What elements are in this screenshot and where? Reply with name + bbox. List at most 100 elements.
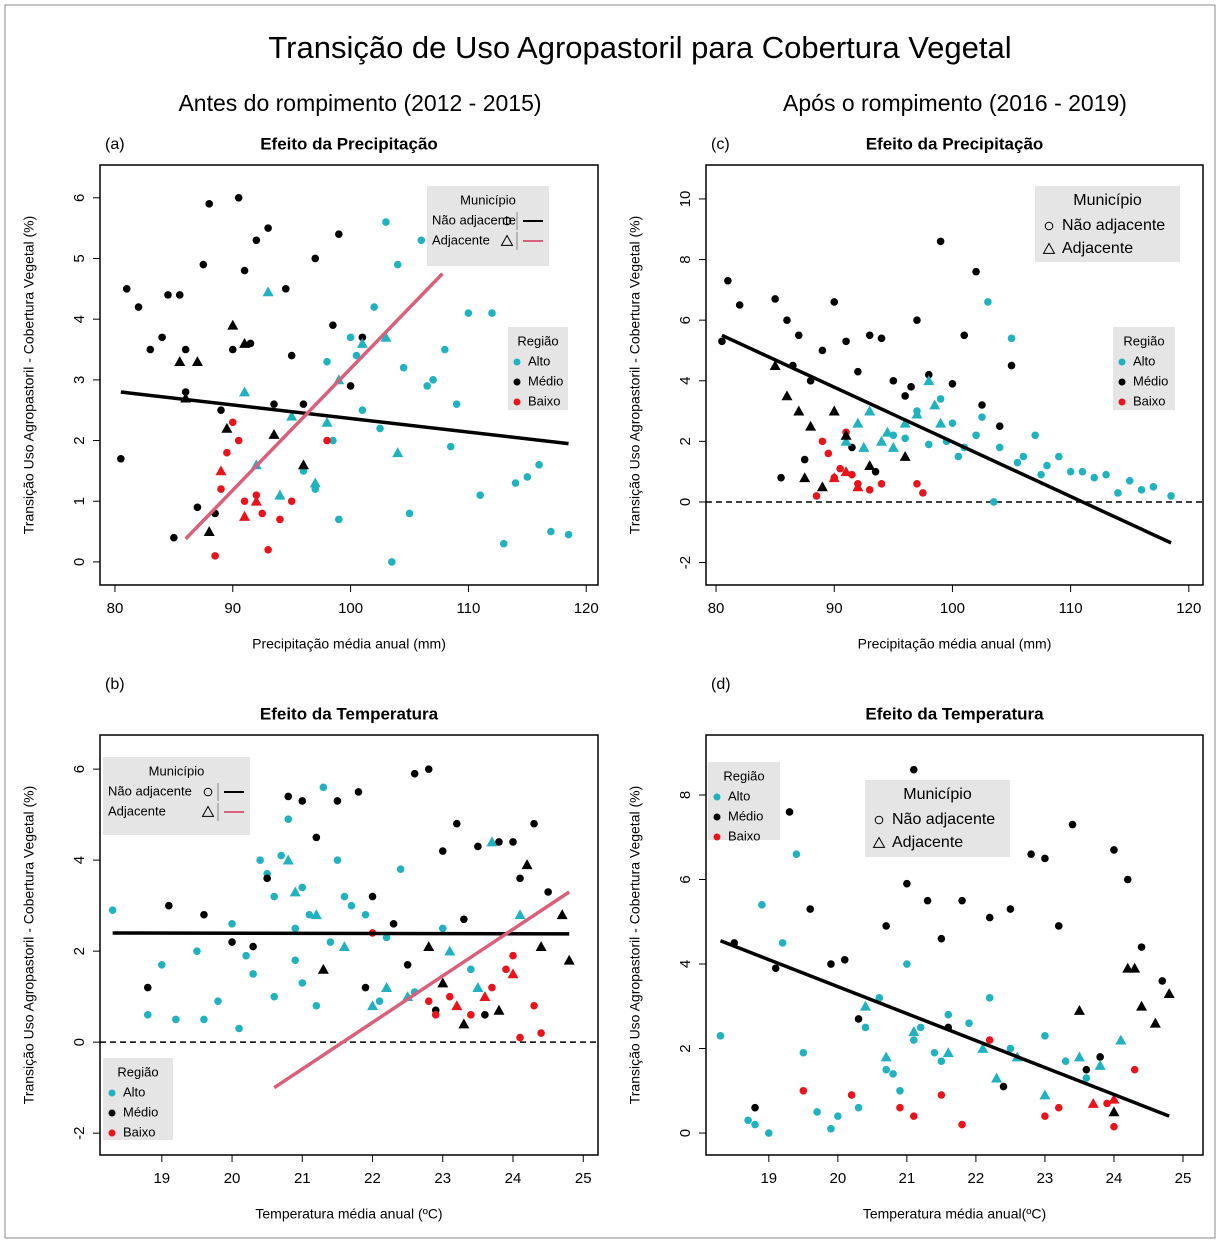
- y-axis-label: Transição Uso Agropastoril - Cobertura V…: [627, 216, 643, 535]
- point: [1007, 361, 1016, 370]
- point: [972, 267, 980, 276]
- point: [1130, 1065, 1139, 1074]
- point: [937, 1057, 946, 1065]
- point: [948, 419, 957, 427]
- point: [193, 947, 201, 955]
- point: [472, 982, 484, 992]
- point: [117, 454, 125, 463]
- point: [319, 783, 328, 792]
- point: [467, 965, 475, 974]
- x-tick-label: 19: [760, 1170, 777, 1187]
- point: [799, 1048, 808, 1057]
- subtitle: Antes do rompimento (2012 - 2015): [178, 90, 541, 116]
- x-tick-label: 20: [224, 1170, 241, 1187]
- legend-label: Não adjacente: [1062, 217, 1165, 234]
- legend-label: Alto: [728, 788, 750, 803]
- point: [887, 441, 899, 452]
- point: [158, 960, 166, 969]
- point: [258, 509, 267, 518]
- point: [1041, 1032, 1049, 1040]
- point: [985, 994, 994, 1002]
- y-tick-label: 4: [677, 377, 694, 385]
- point: [978, 413, 986, 421]
- point: [1055, 452, 1063, 461]
- point: [1149, 1017, 1161, 1028]
- legend-marker: [513, 378, 521, 386]
- point: [899, 451, 911, 461]
- point: [865, 331, 874, 340]
- y-tick-label: 2: [677, 1044, 694, 1052]
- point: [989, 498, 998, 506]
- legend-box: [103, 1058, 173, 1140]
- y-axis-label: Transição Uso Agropastoril - Cobertura V…: [627, 786, 643, 1105]
- point: [393, 260, 402, 269]
- point: [234, 193, 243, 202]
- point: [287, 497, 296, 506]
- point: [781, 390, 793, 401]
- subtitle: Após o rompimento (2016 - 2019): [783, 90, 1127, 116]
- point: [735, 301, 744, 309]
- point: [812, 492, 821, 500]
- legend-label: Alto: [123, 1084, 145, 1099]
- point: [276, 515, 284, 524]
- point: [329, 321, 337, 330]
- y-tick-label: 6: [677, 316, 694, 324]
- point: [174, 356, 186, 367]
- legend-label: Baixo: [123, 1124, 156, 1139]
- x-tick-label: 100: [940, 600, 965, 617]
- point: [805, 420, 817, 431]
- point: [270, 892, 278, 901]
- point: [765, 1129, 773, 1137]
- point: [537, 1029, 545, 1037]
- point: [298, 797, 307, 805]
- y-tick-label: 4: [677, 960, 694, 968]
- point: [1006, 1044, 1015, 1053]
- point: [381, 982, 393, 992]
- point: [1082, 1065, 1091, 1074]
- point: [799, 472, 811, 483]
- point: [1136, 1000, 1148, 1011]
- point: [1066, 467, 1075, 476]
- point: [335, 515, 343, 524]
- point: [143, 1011, 152, 1019]
- point: [806, 905, 815, 913]
- fit-line: [112, 931, 570, 936]
- legend-marker: [1118, 378, 1126, 386]
- legend-label: Adjacente: [108, 803, 166, 818]
- point: [291, 956, 300, 965]
- point: [474, 842, 482, 851]
- point: [217, 406, 225, 415]
- point: [1110, 846, 1118, 854]
- point: [1041, 854, 1049, 863]
- point: [916, 1023, 925, 1032]
- point: [305, 910, 314, 919]
- point: [842, 337, 850, 346]
- point: [999, 1082, 1008, 1091]
- point: [347, 901, 356, 910]
- panel-label: (b): [105, 676, 125, 693]
- point: [899, 417, 911, 428]
- point: [445, 992, 454, 1001]
- point: [913, 316, 921, 324]
- legend-marker: [1118, 358, 1126, 366]
- point: [388, 558, 396, 566]
- point: [451, 1000, 463, 1011]
- legend-title: Região: [517, 333, 558, 348]
- point: [813, 1108, 821, 1116]
- point: [214, 997, 222, 1005]
- point: [985, 1036, 994, 1044]
- point: [354, 788, 363, 796]
- x-axis-label: Temperatura média anual(ºC): [863, 1206, 1046, 1222]
- point: [340, 892, 349, 901]
- point: [286, 410, 298, 421]
- point: [289, 886, 301, 897]
- point: [1115, 1034, 1127, 1045]
- point: [200, 1015, 208, 1024]
- point: [799, 1086, 808, 1095]
- legend-label: Médio: [1133, 373, 1168, 388]
- legend-marker: [500, 234, 514, 246]
- point: [346, 333, 355, 342]
- point: [751, 1103, 759, 1112]
- point: [840, 429, 852, 440]
